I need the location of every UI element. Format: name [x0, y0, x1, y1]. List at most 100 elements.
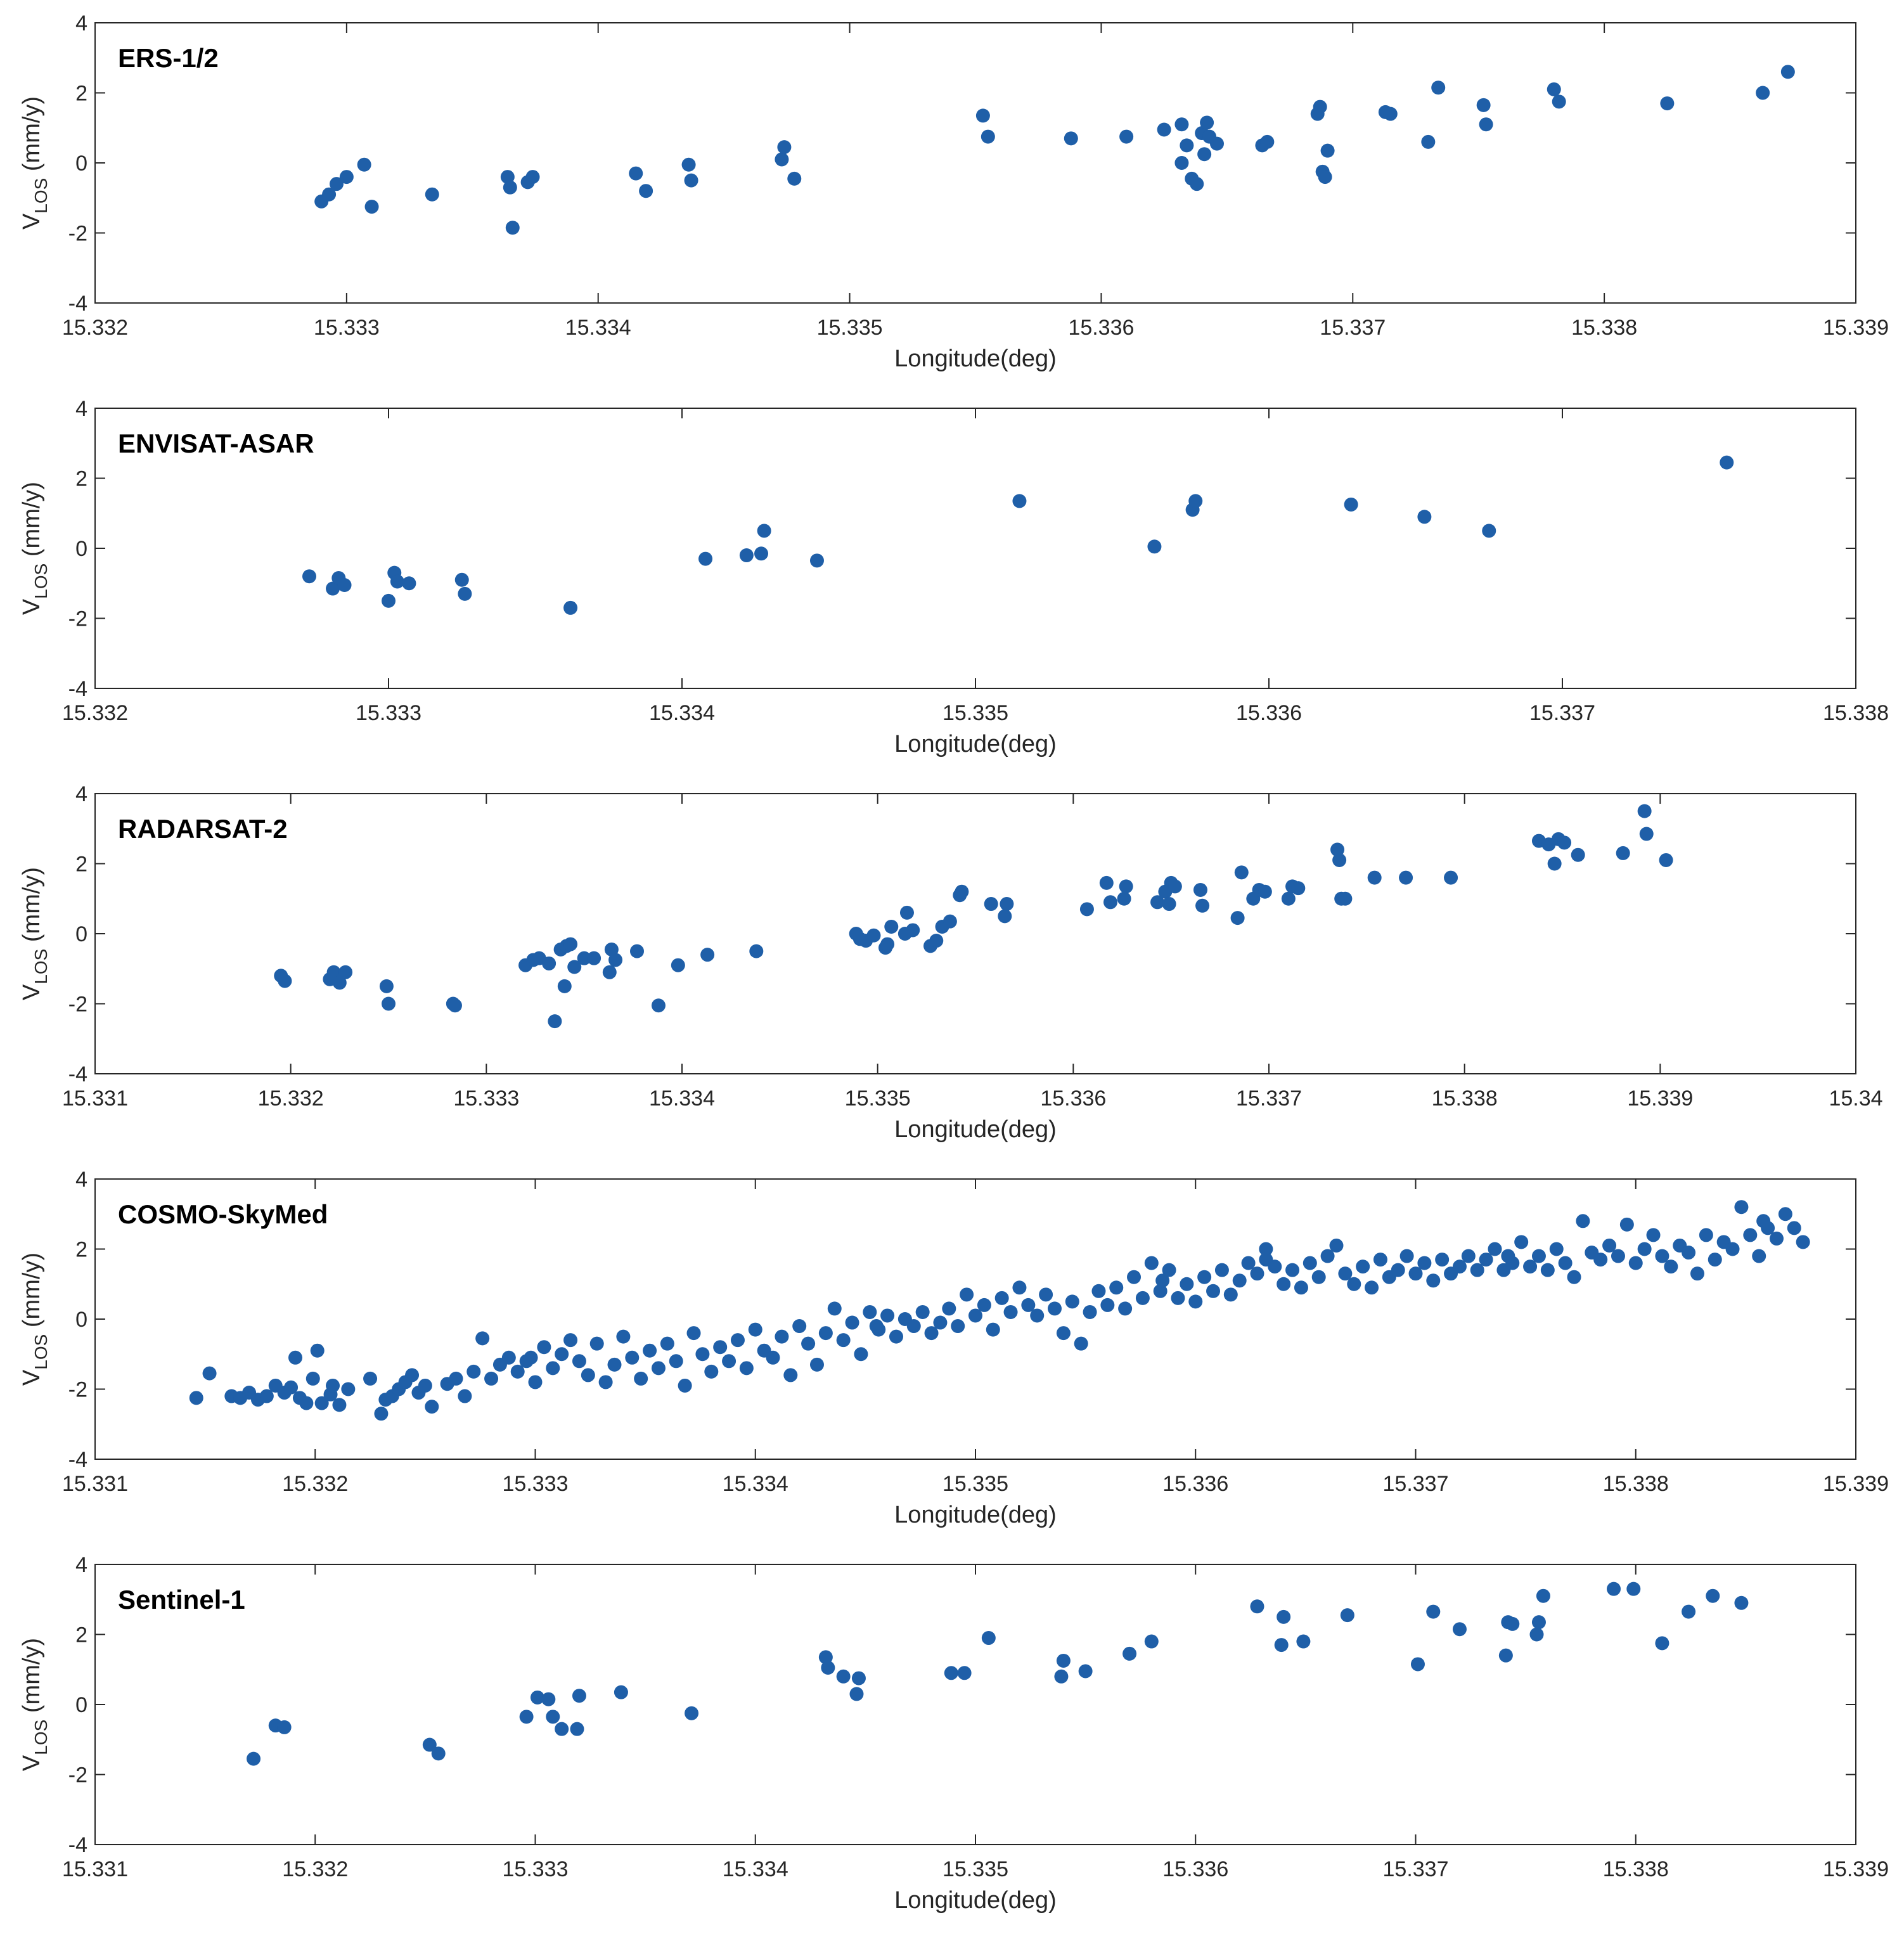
x-axis-label: Longitude(deg) — [894, 1887, 1057, 1914]
data-point — [1452, 1260, 1467, 1274]
data-point — [669, 1354, 683, 1369]
data-point — [1796, 1235, 1810, 1249]
data-point — [851, 1671, 866, 1685]
data-point — [1119, 879, 1133, 894]
data-point — [1549, 1242, 1564, 1256]
y-tick-label: 0 — [75, 1308, 87, 1332]
data-point — [766, 1350, 780, 1365]
data-point — [1607, 1582, 1621, 1596]
x-tick-label: 15.338 — [1603, 1857, 1669, 1881]
data-point — [1103, 895, 1117, 910]
y-axis-label-unit: (mm/y) — [18, 867, 45, 949]
data-points — [302, 455, 1734, 615]
data-point — [1611, 1249, 1625, 1263]
data-point — [1410, 1657, 1425, 1672]
data-point — [277, 1720, 292, 1734]
data-point — [854, 1347, 868, 1362]
data-point — [604, 942, 619, 957]
x-tick-label: 15.335 — [942, 1857, 1008, 1881]
data-point — [1259, 1253, 1273, 1267]
data-point — [1230, 911, 1245, 925]
data-point — [1048, 1301, 1062, 1316]
data-point — [572, 1354, 586, 1369]
data-point — [1021, 1298, 1036, 1312]
panel-envisat-asar: 15.332 15.333 15.334 15.335 15.336 15.337 15.3… — [18, 397, 1889, 757]
data-point — [503, 180, 517, 195]
y-axis-label-main: V — [18, 984, 45, 1000]
y-tick-label: -4 — [68, 1448, 87, 1472]
axes-box — [94, 22, 1856, 304]
y-tick-label: 2 — [75, 82, 87, 106]
data-point — [525, 170, 540, 184]
data-point — [1250, 1266, 1264, 1281]
data-point — [1646, 1228, 1661, 1242]
data-point — [1174, 117, 1189, 132]
data-point — [326, 965, 341, 979]
data-point — [1725, 1242, 1740, 1256]
data-point — [730, 1333, 745, 1348]
data-point — [1162, 1263, 1176, 1277]
data-point — [1344, 497, 1358, 512]
data-point — [475, 1331, 490, 1346]
data-point — [1056, 1653, 1071, 1668]
data-point — [809, 1357, 824, 1372]
data-point — [1655, 1636, 1669, 1651]
data-point — [1417, 510, 1432, 524]
data-point — [1778, 1207, 1792, 1221]
x-tick-label: 15.337 — [1383, 1857, 1449, 1881]
data-point — [1664, 1260, 1678, 1274]
data-point — [555, 1722, 569, 1736]
data-point — [700, 948, 715, 962]
x-tick-label: 15.332 — [282, 1472, 348, 1496]
data-point — [505, 221, 520, 235]
data-point — [625, 1350, 640, 1365]
data-point — [1188, 494, 1203, 508]
data-point — [454, 572, 469, 587]
data-point — [1318, 170, 1332, 184]
data-point — [880, 937, 895, 951]
data-point — [681, 157, 696, 172]
data-point — [1232, 1273, 1247, 1288]
data-point — [1482, 524, 1496, 538]
data-point — [1190, 177, 1204, 191]
x-tick-label: 15.336 — [1040, 1086, 1106, 1111]
data-point — [748, 1322, 762, 1337]
data-point — [955, 884, 969, 899]
data-point — [792, 1319, 807, 1334]
data-point — [1547, 856, 1562, 871]
y-axis-label-subscript: LOS — [31, 178, 51, 214]
data-point — [942, 1301, 956, 1316]
data-point — [1117, 891, 1131, 906]
data-point — [1338, 1266, 1353, 1281]
data-point — [1514, 1235, 1529, 1249]
panel-title: Sentinel-1 — [118, 1585, 245, 1614]
x-tick-label: 15.332 — [62, 316, 128, 340]
data-point — [1505, 1616, 1520, 1631]
data-point — [548, 1014, 562, 1029]
data-point — [915, 1305, 930, 1319]
data-point — [314, 1396, 329, 1410]
data-point — [671, 958, 685, 972]
data-point — [951, 1319, 965, 1334]
data-point — [1320, 1249, 1335, 1263]
data-point — [1769, 1231, 1784, 1246]
data-point — [1383, 106, 1398, 121]
data-point — [1003, 1305, 1018, 1319]
y-tick-label: 0 — [75, 922, 87, 946]
data-point — [1241, 1256, 1256, 1270]
data-point — [1426, 1604, 1441, 1619]
data-point — [906, 923, 920, 938]
data-point — [1479, 117, 1493, 132]
data-point — [1421, 134, 1436, 149]
data-point — [1373, 1253, 1387, 1267]
data-point — [1637, 804, 1652, 818]
data-point — [1332, 853, 1347, 867]
x-tick-label: 15.333 — [503, 1857, 569, 1881]
data-point — [818, 1326, 833, 1341]
data-point — [449, 1371, 463, 1386]
data-point — [1277, 1277, 1291, 1291]
x-tick-label: 15.333 — [356, 701, 421, 725]
panel-sentinel-1: 15.331 15.332 15.333 15.334 15.335 15.336 15.3… — [18, 1553, 1889, 1914]
data-point — [775, 1329, 789, 1344]
